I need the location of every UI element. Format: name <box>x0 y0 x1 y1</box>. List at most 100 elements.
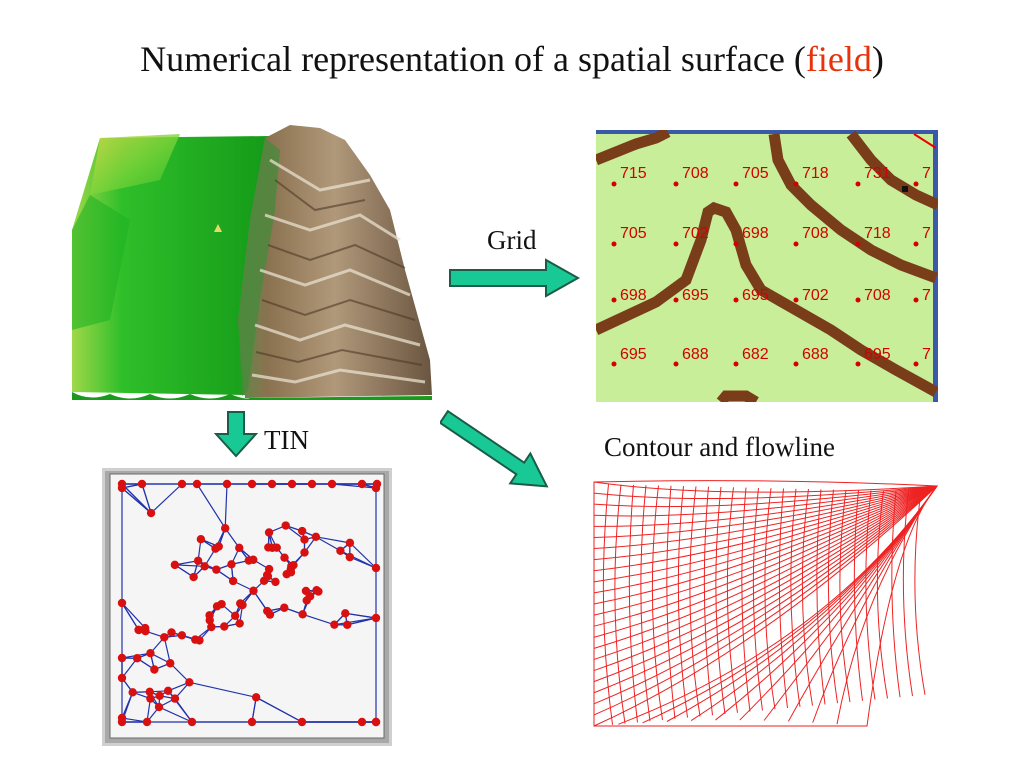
grid-cell: 7 <box>922 225 931 242</box>
tin-node <box>170 694 180 703</box>
tin-node <box>371 717 381 727</box>
contour-line <box>741 487 751 712</box>
tin-node <box>345 538 355 548</box>
tin-node <box>371 483 381 493</box>
tin-node <box>187 717 197 727</box>
flowline <box>593 485 938 683</box>
contour-line <box>827 489 838 704</box>
tin-node <box>268 543 277 552</box>
flowline <box>593 485 938 716</box>
grid-label: Grid <box>487 225 537 255</box>
contour-line <box>726 487 738 713</box>
tin-node <box>267 479 277 489</box>
contour-line <box>790 488 801 707</box>
tin-arrow <box>214 411 258 458</box>
grid-row-4: 695 688 682 688 695 7 <box>611 346 931 367</box>
tin-node <box>117 717 127 727</box>
contour-line <box>752 487 763 711</box>
tin-node <box>177 479 187 489</box>
tin-node <box>336 546 345 555</box>
contour-line <box>614 484 626 724</box>
tin-node <box>357 479 367 489</box>
tin-edge <box>158 706 193 723</box>
tin-edge <box>174 564 205 567</box>
page-title: Numerical representation of a spatial su… <box>0 38 1024 80</box>
tin-node <box>343 620 352 630</box>
flowline <box>593 485 938 649</box>
tin-node <box>371 613 381 623</box>
tin-node <box>300 535 309 544</box>
flowline <box>593 485 938 660</box>
tin-node <box>196 535 206 544</box>
tin-node <box>327 479 337 489</box>
tin-node <box>191 635 200 644</box>
flowline <box>593 485 938 672</box>
grid-row-3: 698 695 695 702 708 7 <box>611 287 931 304</box>
tin-node <box>189 572 198 582</box>
contour-line <box>801 489 813 706</box>
grid-cell: 695 <box>682 287 709 304</box>
contour-line <box>602 484 613 725</box>
title-highlight-field: field <box>805 39 872 79</box>
tin-node <box>311 532 321 542</box>
tin-edge <box>331 483 377 489</box>
grid-cell: 695 <box>620 346 647 363</box>
tin-node <box>222 479 232 489</box>
tin-node <box>205 616 214 625</box>
contour-line <box>876 490 888 699</box>
grid-cell: 688 <box>802 346 829 363</box>
grid-cell: 7 <box>922 287 931 304</box>
grid-cell: 708 <box>802 225 829 242</box>
contour-line <box>865 490 876 700</box>
tin-node <box>154 702 164 712</box>
flowline <box>812 485 938 723</box>
grid-value-labels: 715 708 705 718 731 7 705 702 698 708 71… <box>611 165 931 367</box>
flowline <box>593 485 938 583</box>
tin-edge <box>121 602 146 629</box>
contour-line <box>914 491 926 695</box>
contour-line <box>778 488 788 709</box>
tin-node <box>228 576 238 586</box>
contour-label: Contour and flowline <box>604 432 835 462</box>
tin-edge <box>315 536 351 544</box>
tin-node <box>307 479 317 489</box>
tin-node <box>117 673 127 683</box>
contour-line <box>853 490 863 701</box>
grid-cell: 708 <box>864 287 891 304</box>
tin-node <box>249 586 258 595</box>
tin-node <box>117 598 127 608</box>
tin-node <box>281 521 290 530</box>
tin-edge <box>349 556 377 569</box>
tin-node <box>357 717 367 727</box>
grid-cell: 731 <box>864 165 891 182</box>
tin-node <box>297 526 307 536</box>
flowline-mesh <box>593 480 939 727</box>
tin-node <box>298 610 307 619</box>
tin-node <box>212 602 222 611</box>
tin-node <box>214 542 223 551</box>
title-suffix: ) <box>871 39 884 79</box>
contour-line <box>891 491 901 698</box>
tin-node <box>300 548 309 557</box>
tin-node <box>286 568 296 577</box>
grid-cell: 688 <box>682 346 709 363</box>
tin-node <box>271 577 280 587</box>
tin-node <box>117 483 127 493</box>
grid-cell: 698 <box>742 225 769 242</box>
contour-line <box>666 485 676 719</box>
grid-cell: 7 <box>922 346 931 363</box>
tin-edge <box>349 542 377 569</box>
flowline <box>593 485 938 694</box>
tin-node <box>200 562 209 571</box>
tin-node <box>185 678 194 687</box>
grid-dem-panel: 715 708 705 718 731 7 705 702 698 708 71… <box>596 130 938 402</box>
tin-node <box>341 609 350 618</box>
tin-node <box>251 693 261 702</box>
flowline <box>593 485 938 705</box>
tin-node <box>134 625 143 635</box>
tin-node <box>192 479 202 489</box>
tin-edge <box>121 717 148 723</box>
grid-row-2: 705 702 698 708 718 7 <box>611 225 931 247</box>
tin-node <box>280 553 289 562</box>
tin-node <box>207 622 216 632</box>
